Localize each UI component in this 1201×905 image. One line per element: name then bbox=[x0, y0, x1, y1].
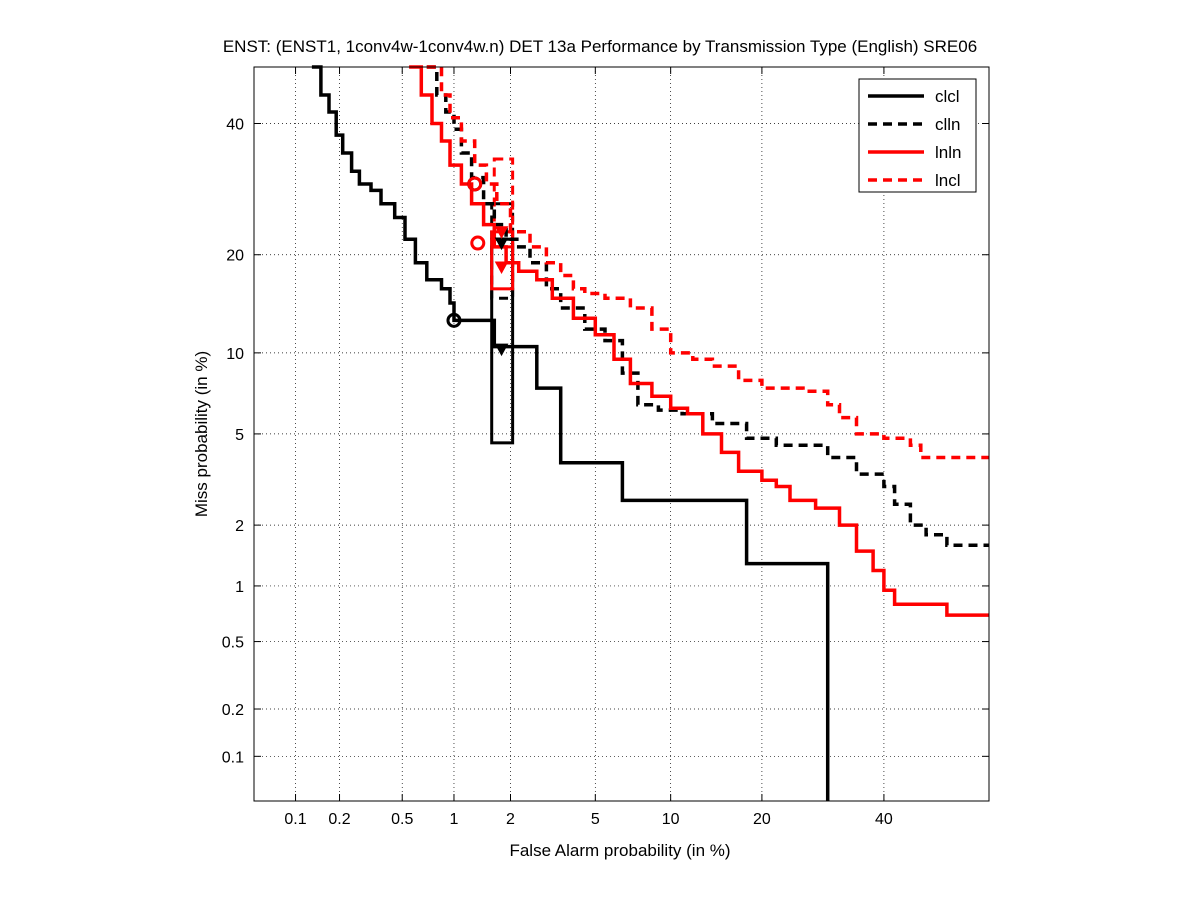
x-tick-label: 2 bbox=[506, 811, 515, 828]
legend-label-lncl: lncl bbox=[935, 171, 961, 190]
series-line-lnln bbox=[409, 65, 989, 617]
min-dcf-marker-clcl bbox=[446, 312, 462, 328]
x-axis-ticks: 0.1 0.2 0.5 1 2 5 10 20 40 bbox=[284, 67, 893, 828]
confidence-box-lncl bbox=[492, 157, 515, 249]
series-line-lncl bbox=[426, 65, 989, 460]
dcf-markers bbox=[446, 176, 509, 357]
y-axis-label: Miss probability (in %) bbox=[192, 351, 211, 517]
legend-label-clcl: clcl bbox=[935, 87, 960, 106]
confidence-boxes bbox=[490, 157, 515, 445]
x-tick-label: 40 bbox=[875, 811, 893, 828]
x-tick-label: 0.1 bbox=[284, 811, 306, 828]
y-tick-label: 1 bbox=[235, 579, 244, 596]
y-tick-label: 10 bbox=[226, 346, 244, 363]
legend-box bbox=[858, 78, 977, 193]
y-tick-label: 2 bbox=[235, 518, 244, 535]
y-axis-ticks: 0.1 0.2 0.5 1 2 5 10 20 40 bbox=[222, 117, 989, 766]
x-tick-label: 10 bbox=[662, 811, 680, 828]
legend: clcl clln lnln lncl bbox=[858, 78, 977, 193]
x-tick-label: 5 bbox=[591, 811, 600, 828]
x-tick-label: 0.2 bbox=[328, 811, 350, 828]
legend-label-clln: clln bbox=[935, 115, 961, 134]
min-dcf-marker-lnln bbox=[470, 235, 486, 251]
x-tick-label: 1 bbox=[450, 811, 459, 828]
act-dcf-marker-lncl bbox=[494, 226, 509, 239]
chart-title: ENST: (ENST1, 1conv4w-1conv4w.n) DET 13a… bbox=[223, 37, 977, 56]
series-line-clln bbox=[426, 65, 989, 548]
y-tick-label: 0.1 bbox=[222, 749, 244, 766]
x-axis-label: False Alarm probability (in %) bbox=[509, 841, 730, 860]
x-tick-label: 20 bbox=[753, 811, 771, 828]
min-dcf-marker-lncl bbox=[467, 176, 483, 192]
act-dcf-marker-clcl bbox=[494, 343, 509, 357]
series-lines bbox=[311, 65, 989, 801]
y-tick-label: 5 bbox=[235, 427, 244, 444]
y-tick-label: 0.2 bbox=[222, 702, 244, 719]
y-tick-label: 0.5 bbox=[222, 635, 244, 652]
legend-label-lnln: lnln bbox=[935, 143, 961, 162]
series-line-clcl bbox=[311, 65, 830, 801]
x-tick-label: 0.5 bbox=[391, 811, 413, 828]
y-tick-label: 20 bbox=[226, 248, 244, 265]
act-dcf-marker-lnln bbox=[494, 261, 509, 275]
y-tick-label: 40 bbox=[226, 117, 244, 134]
